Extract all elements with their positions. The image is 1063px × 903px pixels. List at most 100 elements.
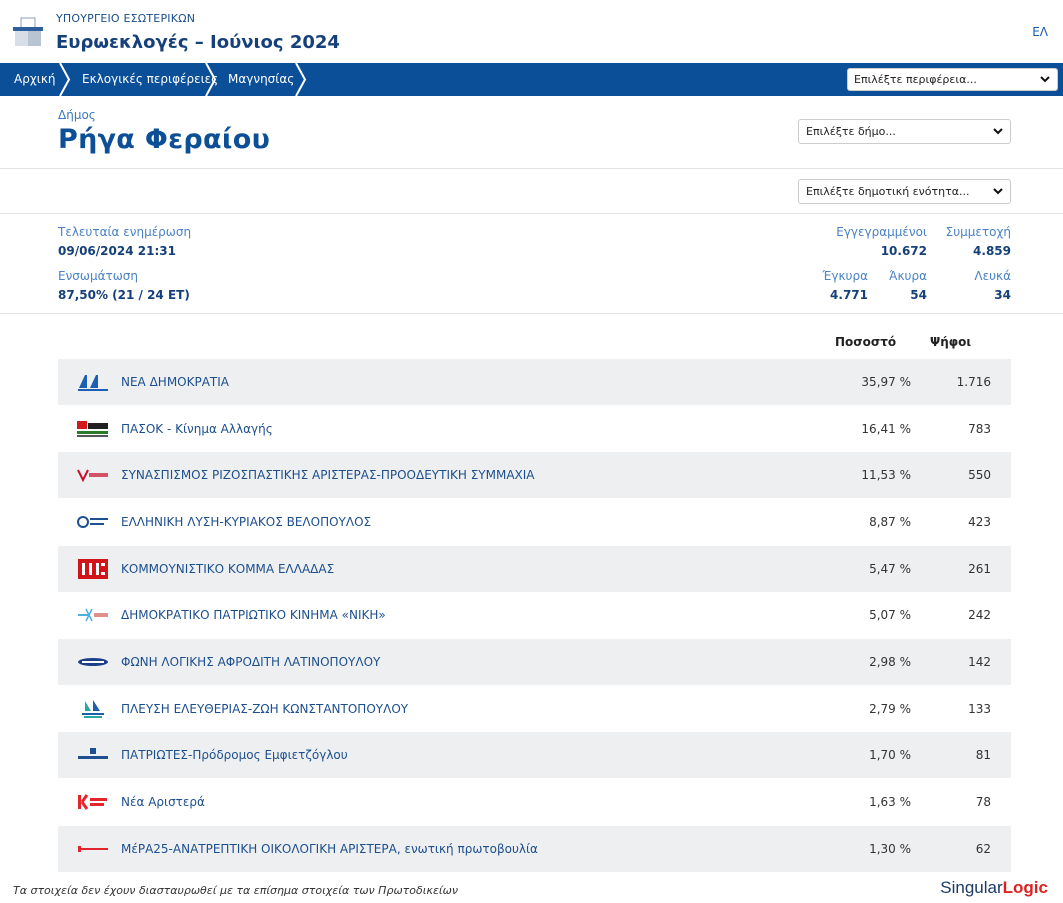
party-votes: 242 (968, 608, 991, 622)
chevron-down-icon (993, 188, 1003, 195)
divider (0, 313, 1063, 314)
table-row[interactable]: ΣΥΝΑΣΠΙΣΜΟΣ ΡΙΖΟΣΠΑΣΤΙΚΗΣ ΑΡΙΣΤΕΡΑΣ-ΠΡΟΟ… (58, 452, 1011, 498)
municipality-select-value: Επιλέξτε δήμο... (806, 125, 896, 138)
kke-logo-icon (78, 559, 108, 579)
party-votes: 261 (968, 562, 991, 576)
patriotes-logo-icon (78, 748, 108, 759)
valid-label: Έγκυρα (822, 269, 868, 283)
nea-aristera-logo-icon (78, 794, 107, 810)
party-percent: 5,07 % (869, 608, 911, 622)
blank-value: 34 (994, 288, 1011, 302)
syriza-logo-icon (77, 469, 108, 483)
party-name: ΜέΡΑ25-ΑΝΑΤΡΕΠΤΙΚΗ ΟΙΚΟΛΟΓΙΚΗ ΑΡΙΣΤΕΡΑ, … (121, 842, 538, 856)
party-percent: 2,79 % (869, 702, 911, 716)
party-votes: 62 (975, 842, 991, 856)
registered-value: 10.672 (880, 244, 927, 258)
party-percent: 11,53 % (861, 468, 911, 482)
party-votes: 1.716 (956, 375, 991, 389)
blank-label: Λευκά (974, 269, 1011, 283)
party-votes: 133 (968, 702, 991, 716)
table-row[interactable]: ΠΑΣΟΚ - Κίνημα Αλλαγής 16,41 % 783 (58, 406, 1011, 452)
breadcrumb-chevron-icon (205, 63, 217, 96)
breadcrumb-magnisia[interactable]: Μαγνησίας (228, 72, 295, 86)
brand-part-b: Logic (1002, 878, 1048, 897)
party-name: ΠΑΣΟΚ - Κίνημα Αλλαγής (121, 422, 273, 436)
table-row[interactable]: ΜέΡΑ25-ΑΝΑΤΡΕΠΤΙΚΗ ΟΙΚΟΛΟΓΙΚΗ ΑΡΙΣΤΕΡΑ, … (58, 826, 1011, 872)
last-update-value: 09/06/2024 21:31 (58, 244, 176, 258)
party-percent: 5,47 % (869, 562, 911, 576)
registered-label: Εγγεγραμμένοι (836, 225, 927, 239)
party-name: ΕΛΛΗΝΙΚΗ ΛΥΣΗ-ΚΥΡΙΑΚΟΣ ΒΕΛΟΠΟΥΛΟΣ (121, 515, 372, 529)
table-row[interactable]: ΦΩΝΗ ΛΟΓΙΚΗΣ ΑΦΡΟΔΙΤΗ ΛΑΤΙΝΟΠΟΥΛΟΥ 2,98 … (58, 639, 1011, 685)
table-row[interactable]: ΚΟΜΜΟΥΝΙΣΤΙΚΟ ΚΟΜΜΑ ΕΛΛΑΔΑΣ 5,47 % 261 (58, 546, 1011, 592)
valid-value: 4.771 (830, 288, 868, 302)
party-name: ΔΗΜΟΚΡΑΤΙΚΟ ΠΑΤΡΙΩΤΙΚΟ ΚΙΝΗΜΑ «ΝΙΚΗ» (121, 608, 386, 622)
party-name: ΠΛΕΥΣΗ ΕΛΕΥΘΕΡΙΑΣ-ΖΩΗ ΚΩΝΣΤΑΝΤΟΠΟΥΛΟΥ (121, 702, 409, 716)
elliniki-lysi-logo-icon (77, 516, 108, 528)
party-votes: 783 (968, 422, 991, 436)
municipal-unit-select[interactable]: Επιλέξτε δημοτική ενότητα... (798, 179, 1011, 204)
region-select-value: Επιλέξτε περιφέρεια... (854, 73, 977, 86)
table-row[interactable]: ΕΛΛΗΝΙΚΗ ΛΥΣΗ-ΚΥΡΙΑΚΟΣ ΒΕΛΟΠΟΥΛΟΣ 8,87 %… (58, 499, 1011, 545)
chevron-down-icon (1040, 76, 1050, 83)
party-percent: 1,63 % (869, 795, 911, 809)
region-select[interactable]: Επιλέξτε περιφέρεια... (847, 68, 1058, 91)
ministry-name: ΥΠΟΥΡΓΕΙΟ ΕΣΩΤΕΡΙΚΩΝ (56, 12, 196, 25)
party-percent: 8,87 % (869, 515, 911, 529)
turnout-value: 4.859 (973, 244, 1011, 258)
singularlogic-logo[interactable]: SingularLogic (940, 878, 1048, 898)
table-row[interactable]: ΠΛΕΥΣΗ ΕΛΕΥΘΕΡΙΑΣ-ΖΩΗ ΚΩΝΣΤΑΝΤΟΠΟΥΛΟΥ 2,… (58, 686, 1011, 732)
table-row[interactable]: Νέα Αριστερά 1,63 % 78 (58, 779, 1011, 825)
party-name: ΠΑΤΡΙΩΤΕΣ-Πρόδρομος Εμφιετζόγλου (121, 748, 348, 762)
breadcrumb-regions[interactable]: Εκλογικές περιφέρειες (82, 72, 219, 86)
invalid-label: Άκυρα (889, 269, 927, 283)
municipal-unit-select-value: Επιλέξτε δημοτική ενότητα... (806, 185, 970, 198)
foni-logikis-logo-icon (78, 658, 108, 666)
party-name: ΦΩΝΗ ΛΟΓΙΚΗΣ ΑΦΡΟΔΙΤΗ ΛΑΤΙΝΟΠΟΥΛΟΥ (121, 655, 381, 669)
language-switch[interactable]: ΕΛ (1032, 25, 1048, 39)
elections-title[interactable]: Ευρωεκλογές – Ιούνιος 2024 (56, 32, 340, 53)
breadcrumb-chevron-icon (59, 63, 71, 96)
party-percent: 16,41 % (861, 422, 911, 436)
party-votes: 81 (975, 748, 991, 762)
party-percent: 1,30 % (869, 842, 911, 856)
niki-logo-icon (78, 608, 108, 622)
percent-column-header: Ποσοστό (835, 335, 897, 349)
chevron-down-icon (993, 128, 1003, 135)
page-title: Ρήγα Φεραίου (58, 124, 271, 155)
party-votes: 423 (968, 515, 991, 529)
breadcrumb-home[interactable]: Αρχική (14, 72, 56, 86)
integration-label: Ενσωμάτωση (58, 269, 138, 283)
header: ΥΠΟΥΡΓΕΙΟ ΕΣΩΤΕΡΙΚΩΝ Ευρωεκλογές – Ιούνι… (0, 0, 1063, 63)
invalid-value: 54 (910, 288, 927, 302)
votes-column-header: Ψήφοι (930, 335, 972, 349)
table-row[interactable]: ΝΕΑ ΔΗΜΟΚΡΑΤΙΑ 35,97 % 1.716 (58, 359, 1011, 405)
divider (0, 213, 1063, 214)
party-name: ΣΥΝΑΣΠΙΣΜΟΣ ΡΙΖΟΣΠΑΣΤΙΚΗΣ ΑΡΙΣΤΕΡΑΣ-ΠΡΟΟ… (121, 468, 535, 482)
brand-part-a: Singular (940, 878, 1003, 897)
party-name: ΚΟΜΜΟΥΝΙΣΤΙΚΟ ΚΟΜΜΑ ΕΛΛΑΔΑΣ (121, 562, 335, 576)
table-row[interactable]: ΔΗΜΟΚΡΑΤΙΚΟ ΠΑΤΡΙΩΤΙΚΟ ΚΙΝΗΜΑ «ΝΙΚΗ» 5,0… (58, 592, 1011, 638)
integration-value: 87,50% (21 / 24 ΕΤ) (58, 288, 190, 302)
municipality-label: Δήμος (58, 108, 96, 122)
party-percent: 1,70 % (869, 748, 911, 762)
municipality-select[interactable]: Επιλέξτε δήμο... (798, 119, 1011, 144)
party-votes: 142 (968, 655, 991, 669)
plefsi-logo-icon (82, 700, 104, 718)
pasok-logo-icon (77, 421, 108, 437)
party-name: Νέα Αριστερά (121, 795, 205, 809)
last-update-label: Τελευταία ενημέρωση (58, 225, 192, 239)
party-votes: 78 (975, 795, 991, 809)
divider (0, 168, 1063, 169)
breadcrumb-chevron-icon (295, 63, 307, 96)
ballot-box-icon (13, 17, 43, 46)
turnout-label: Συμμετοχή (945, 225, 1011, 239)
party-percent: 35,97 % (861, 375, 911, 389)
disclaimer-note: Τα στοιχεία δεν έχουν διασταυρωθεί με τα… (13, 884, 458, 897)
table-row[interactable]: ΠΑΤΡΙΩΤΕΣ-Πρόδρομος Εμφιετζόγλου 1,70 % … (58, 732, 1011, 778)
party-percent: 2,98 % (869, 655, 911, 669)
mera25-logo-icon (78, 846, 108, 852)
party-votes: 550 (968, 468, 991, 482)
nd-logo-icon (78, 375, 108, 391)
party-name: ΝΕΑ ΔΗΜΟΚΡΑΤΙΑ (121, 375, 230, 389)
